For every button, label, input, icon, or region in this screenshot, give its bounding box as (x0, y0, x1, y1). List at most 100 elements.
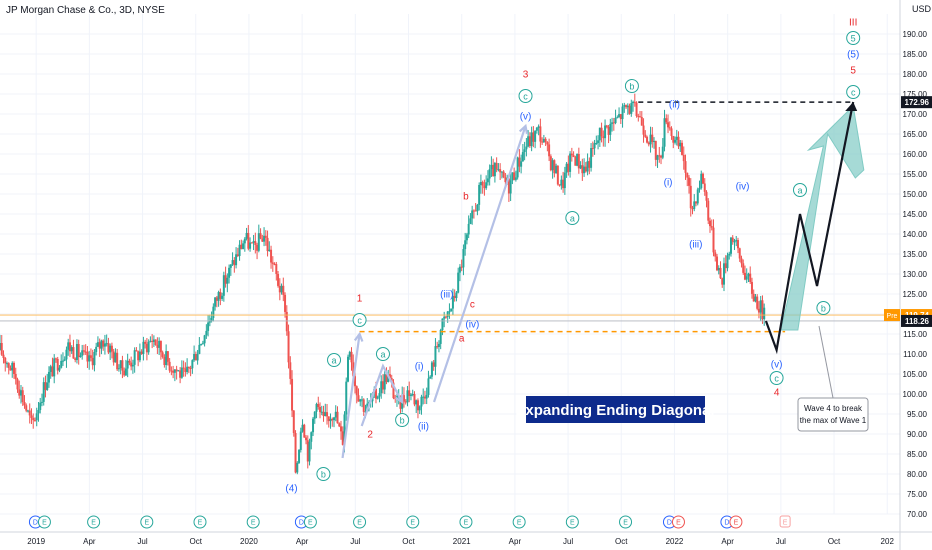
candle-body (492, 164, 495, 177)
candle-body (611, 122, 614, 124)
wave-label: 3 (523, 70, 529, 81)
candle-body (722, 263, 725, 285)
earnings-letter: E (357, 520, 362, 527)
candle-body (425, 394, 428, 399)
earnings-marker[interactable] (303, 515, 317, 529)
callout-line2: the max of Wave 1 (800, 416, 867, 425)
wave-label: 5 (851, 34, 856, 44)
earnings-marker[interactable] (459, 515, 473, 529)
candle-body (77, 344, 80, 358)
candle-body (420, 396, 423, 407)
earnings-marker[interactable] (87, 515, 101, 529)
currency-label: USD (912, 4, 932, 14)
candle-body (44, 382, 47, 390)
candle-body (103, 343, 106, 347)
candle-body (750, 281, 753, 294)
callout: Wave 4 to break the max of Wave 1 (797, 325, 869, 432)
candle-body (586, 161, 589, 172)
candle-body (138, 351, 141, 361)
candle-body (476, 204, 479, 212)
earnings-future-letter: E (783, 520, 788, 527)
dividend-letter: D (299, 520, 304, 527)
wave-label: b (321, 470, 326, 480)
candle-body (668, 127, 671, 129)
candle-body (352, 362, 355, 377)
candle-body (745, 276, 748, 280)
wave-label: b (629, 82, 634, 92)
earnings-marker[interactable] (193, 515, 207, 529)
candle-body (604, 125, 607, 139)
candle-body (516, 157, 519, 178)
candle-body (736, 240, 739, 249)
candle-body (418, 406, 421, 411)
candle-body (159, 340, 162, 353)
trend-line (432, 125, 527, 403)
candle-body (261, 238, 264, 242)
earnings-marker[interactable] (565, 515, 579, 529)
candle-body (180, 367, 183, 378)
candle-body (362, 399, 365, 412)
candle-body (294, 433, 297, 473)
candle-body (275, 264, 278, 274)
wave-label: (5) (847, 50, 859, 61)
candle-body (256, 244, 259, 251)
candle-body (196, 353, 199, 361)
candle-body (703, 183, 706, 192)
candle-body (215, 297, 218, 301)
earnings-marker[interactable] (619, 515, 633, 529)
wave-label: 2 (367, 430, 373, 441)
candle-body (548, 144, 551, 157)
earnings-marker[interactable] (140, 515, 154, 529)
earnings-letter: E (464, 520, 469, 527)
candle-body (96, 342, 99, 347)
candle-body (324, 412, 327, 417)
candle-body (75, 344, 78, 361)
candle-body (640, 116, 643, 126)
candle-body (630, 103, 633, 114)
candle-body (343, 414, 346, 445)
candle-body (310, 432, 313, 442)
candle-body (336, 411, 339, 424)
candle-body (542, 138, 545, 143)
candle-body (42, 382, 45, 402)
candle-body (228, 267, 231, 278)
candle-body (423, 396, 426, 399)
candle-body (469, 218, 472, 224)
candle-body (264, 235, 267, 238)
candle-body (507, 178, 510, 194)
candle-body (191, 360, 194, 369)
y-tick-label: 190.00 (903, 30, 928, 39)
x-tick-label: Apr (83, 537, 96, 546)
candle-body (226, 277, 229, 284)
candle-body (193, 354, 196, 361)
candle-body (649, 134, 652, 145)
wave-label-circle (816, 301, 831, 315)
candle-body (67, 342, 70, 350)
earnings-marker[interactable] (729, 515, 743, 529)
earnings-marker[interactable] (671, 515, 685, 529)
candle-body (161, 352, 164, 357)
candle-body (443, 316, 446, 319)
candle-body (282, 285, 285, 295)
candle-body (759, 300, 762, 313)
candle-body (642, 125, 645, 135)
candle-body (675, 136, 678, 140)
earnings-marker[interactable] (406, 515, 420, 529)
earnings-future-marker[interactable] (779, 515, 791, 528)
earnings-letter: E (308, 520, 313, 527)
earnings-marker[interactable] (353, 515, 367, 529)
earnings-marker[interactable] (512, 515, 526, 529)
candle-body (612, 122, 615, 124)
y-tick-label: 105.00 (903, 370, 928, 379)
earnings-marker[interactable] (246, 515, 260, 529)
candle-body (618, 114, 621, 118)
y-tick-label: 180.00 (903, 70, 928, 79)
candle-body (399, 396, 402, 409)
earnings-marker[interactable] (37, 515, 51, 529)
candle-body (574, 156, 577, 166)
candle-body (145, 343, 148, 353)
candle-body (467, 223, 470, 235)
